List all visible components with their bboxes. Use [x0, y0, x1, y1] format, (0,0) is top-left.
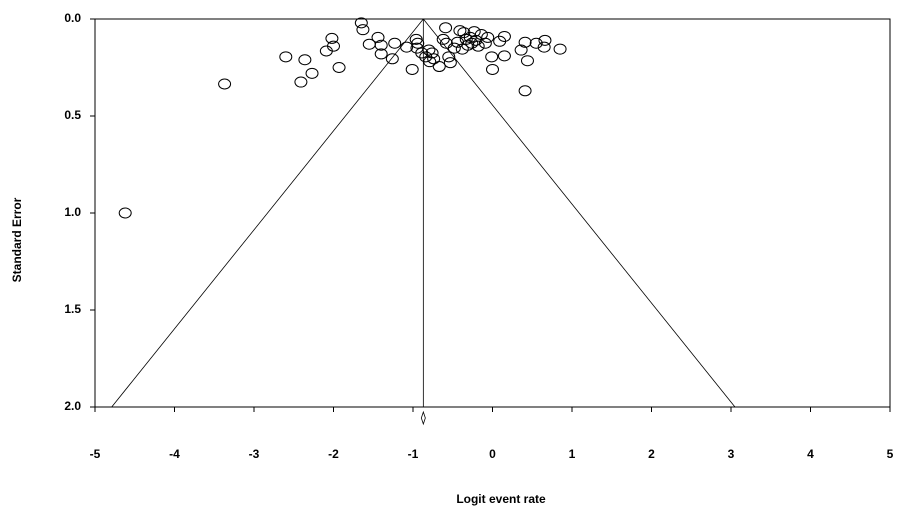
study-point: [497, 30, 511, 42]
x-tick-label: -3: [249, 447, 260, 461]
x-tick-label: 2: [648, 447, 655, 461]
x-tick-label: -4: [169, 447, 180, 461]
study-point: [388, 37, 402, 49]
study-point: [478, 37, 492, 49]
study-point: [279, 51, 293, 63]
x-tick-label: -2: [328, 447, 339, 461]
study-point: [481, 31, 495, 43]
study-point: [497, 50, 511, 62]
study-point: [518, 85, 532, 97]
study-point: [305, 67, 319, 79]
summary-diamond: [420, 410, 426, 426]
x-tick-label: -5: [90, 447, 101, 461]
study-point: [425, 47, 439, 59]
x-tick-label: 1: [569, 447, 576, 461]
study-point: [447, 42, 461, 54]
funnel-line: [111, 18, 424, 408]
y-axis-title: Standard Error: [10, 197, 24, 282]
study-point: [442, 51, 456, 63]
study-point: [423, 56, 437, 68]
study-point: [415, 47, 429, 59]
study-point: [537, 41, 551, 53]
y-tick-label: 0.0: [64, 11, 81, 25]
study-point: [374, 39, 388, 51]
plot-frame: [94, 18, 891, 408]
study-point: [465, 37, 479, 49]
x-tick-label: 3: [728, 447, 735, 461]
study-point: [485, 51, 499, 63]
study-point: [520, 55, 534, 67]
x-axis-title: Logit event rate: [456, 492, 546, 506]
study-point: [218, 78, 232, 90]
x-tick-label: 4: [807, 447, 814, 461]
study-point: [325, 32, 339, 44]
study-point: [538, 34, 552, 46]
study-point: [486, 63, 499, 75]
study-point: [118, 207, 132, 219]
x-tick-label: 5: [887, 447, 894, 461]
y-tick-label: 0.5: [64, 108, 81, 122]
y-tick-label: 2.0: [64, 399, 81, 413]
y-tick-label: 1.5: [64, 302, 81, 316]
funnel-line: [423, 18, 736, 408]
study-point: [518, 36, 532, 48]
study-point: [385, 53, 399, 65]
study-point: [411, 37, 425, 49]
study-point: [443, 57, 457, 69]
study-point: [467, 26, 481, 38]
study-point: [298, 54, 312, 66]
study-point: [371, 31, 385, 43]
study-point: [471, 40, 485, 52]
y-tick-label: 1.0: [64, 205, 81, 219]
study-point: [332, 62, 346, 73]
study-point: [405, 63, 419, 75]
x-tick-label: 0: [489, 447, 496, 461]
study-point: [327, 40, 340, 52]
x-tick-label: -1: [408, 447, 419, 461]
study-point: [294, 76, 308, 88]
study-point: [439, 22, 453, 34]
study-point: [432, 61, 446, 73]
study-point: [453, 25, 467, 37]
study-point: [553, 43, 567, 55]
study-point: [400, 41, 414, 53]
study-point: [374, 48, 388, 60]
study-point: [354, 17, 368, 29]
study-point: [356, 24, 370, 36]
study-point: [427, 53, 441, 65]
study-point: [514, 44, 528, 56]
study-point: [529, 37, 543, 49]
